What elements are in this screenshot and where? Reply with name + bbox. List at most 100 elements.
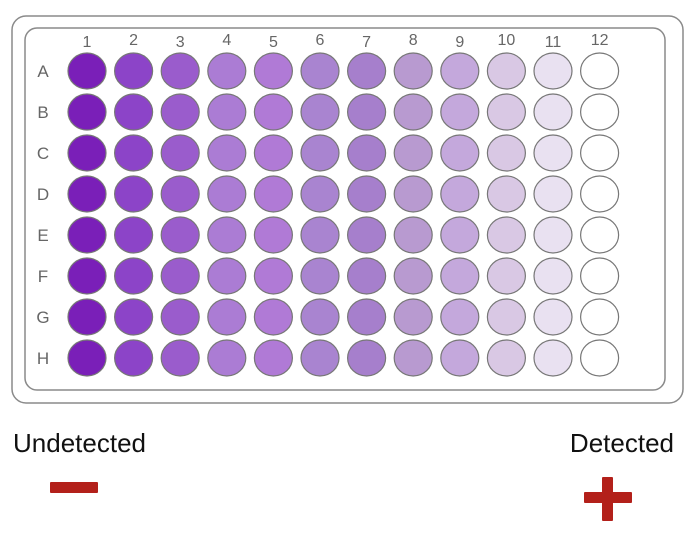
well-A5: [253, 52, 293, 90]
well-E4: [207, 216, 247, 254]
well-C3: [160, 134, 200, 172]
column-label: 4: [222, 32, 231, 49]
well-H8: [393, 339, 433, 377]
row-label: H: [37, 349, 49, 368]
well-B5: [253, 93, 293, 131]
well-B8: [393, 93, 433, 131]
column-label: 1: [83, 34, 92, 51]
minus-icon: [50, 482, 98, 493]
column-label: 11: [545, 34, 562, 51]
well-C4: [207, 134, 247, 172]
well-D8: [393, 175, 433, 213]
well-B6: [300, 93, 340, 131]
well-F3: [160, 257, 200, 295]
well-C5: [253, 134, 293, 172]
detected-label: Detected: [569, 428, 674, 458]
column-label: 2: [129, 32, 138, 49]
well-C11: [533, 134, 573, 172]
well-G6: [300, 298, 340, 336]
row-label: B: [37, 103, 48, 122]
well-G5: [253, 298, 293, 336]
well-H10: [486, 339, 526, 377]
well-C1: [67, 134, 107, 172]
well-B9: [440, 93, 480, 131]
well-C6: [300, 134, 340, 172]
well-G2: [114, 298, 154, 336]
undetected-label: Undetected: [13, 428, 146, 458]
well-F4: [207, 257, 247, 295]
well-B12: [579, 93, 620, 131]
well-C9: [440, 134, 480, 172]
well-F10: [486, 257, 526, 295]
well-D3: [160, 175, 200, 213]
column-label: 12: [591, 32, 609, 49]
well-F1: [67, 257, 107, 295]
well-A6: [300, 52, 340, 90]
row-label: E: [37, 226, 48, 245]
well-F9: [440, 257, 480, 295]
well-H1: [67, 339, 107, 377]
well-B11: [533, 93, 573, 131]
plus-icon: [584, 477, 632, 521]
well-D10: [486, 175, 526, 213]
well-G1: [67, 298, 107, 336]
well-B2: [114, 93, 154, 131]
row-label: A: [37, 62, 49, 81]
well-E7: [347, 216, 387, 254]
column-label: 6: [316, 32, 325, 49]
well-G11: [533, 298, 573, 336]
well-B10: [486, 93, 526, 131]
well-E9: [440, 216, 480, 254]
well-A8: [393, 52, 433, 90]
well-E5: [253, 216, 293, 254]
well-F6: [300, 257, 340, 295]
well-G9: [440, 298, 480, 336]
well-D2: [114, 175, 154, 213]
row-label: G: [36, 308, 49, 327]
well-A9: [440, 52, 480, 90]
column-label: 5: [269, 34, 278, 51]
well-E3: [160, 216, 200, 254]
well-C2: [114, 134, 154, 172]
well-E6: [300, 216, 340, 254]
well-G4: [207, 298, 247, 336]
well-G7: [347, 298, 387, 336]
well-F5: [253, 257, 293, 295]
well-C10: [486, 134, 526, 172]
well-A11: [533, 52, 573, 90]
well-B7: [347, 93, 387, 131]
well-B3: [160, 93, 200, 131]
column-label: 3: [176, 34, 185, 51]
well-G10: [486, 298, 526, 336]
well-A4: [207, 52, 247, 90]
well-H6: [300, 339, 340, 377]
well-E1: [67, 216, 107, 254]
well-H11: [533, 339, 573, 377]
well-D7: [347, 175, 387, 213]
well-H7: [347, 339, 387, 377]
well-C7: [347, 134, 387, 172]
well-H5: [253, 339, 293, 377]
well-A7: [347, 52, 387, 90]
column-label: 8: [409, 32, 418, 49]
well-B1: [67, 93, 107, 131]
well-H3: [160, 339, 200, 377]
well-G12: [579, 298, 620, 336]
well-F8: [393, 257, 433, 295]
well-H9: [440, 339, 480, 377]
well-H12: [579, 339, 620, 377]
well-D1: [67, 175, 107, 213]
column-label: 7: [362, 34, 371, 51]
well-E8: [393, 216, 433, 254]
well-B4: [207, 93, 247, 131]
well-E11: [533, 216, 573, 254]
well-F12: [579, 257, 620, 295]
well-A2: [114, 52, 154, 90]
row-label: C: [37, 144, 49, 163]
well-E12: [579, 216, 620, 254]
well-F7: [347, 257, 387, 295]
column-label: 10: [498, 32, 516, 49]
well-G8: [393, 298, 433, 336]
row-label: F: [38, 267, 48, 286]
